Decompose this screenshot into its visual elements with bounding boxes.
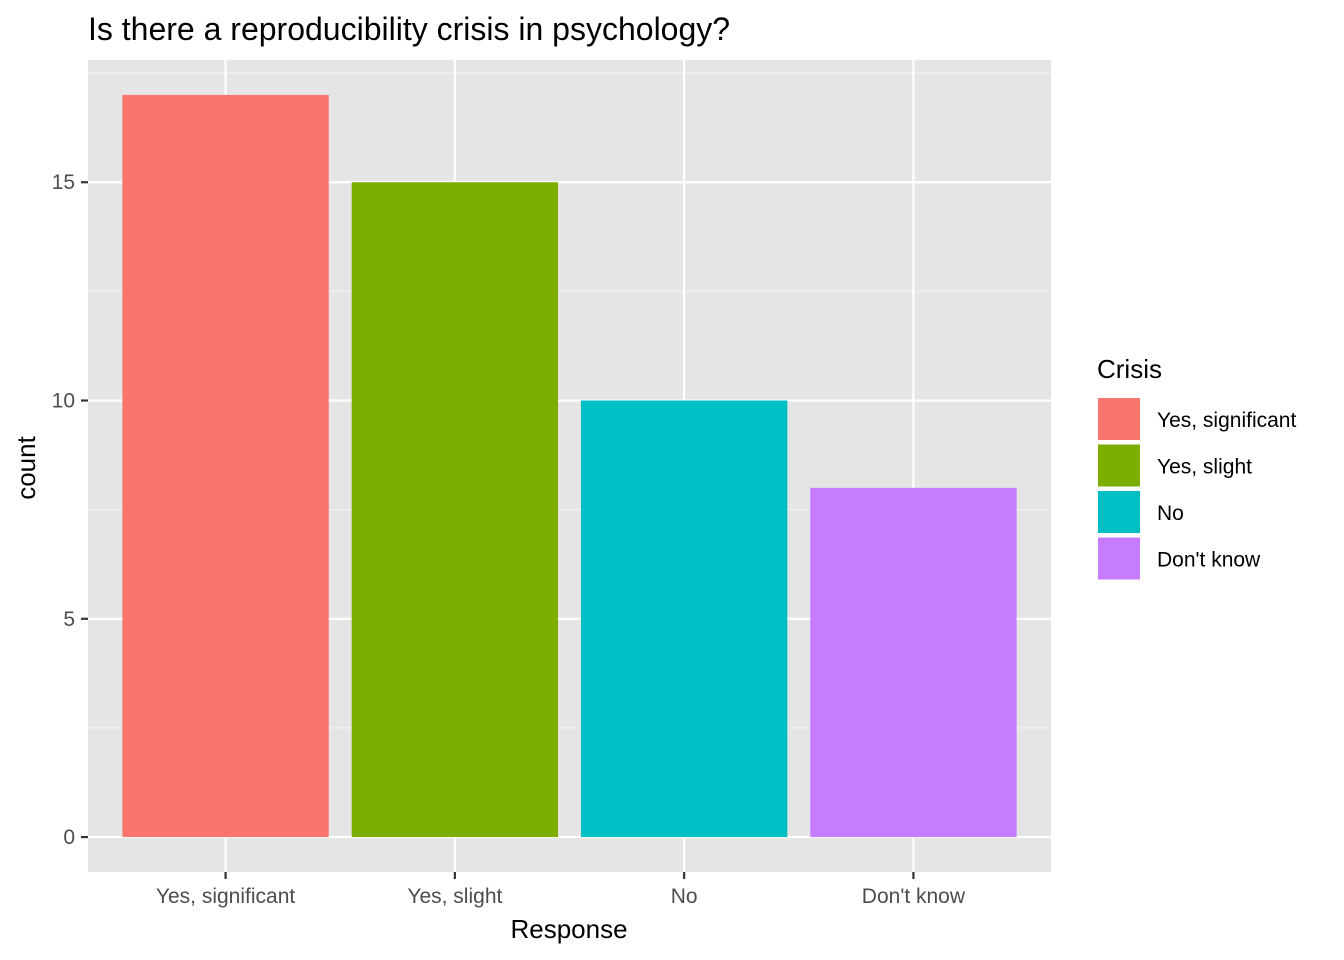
legend: Crisis Yes, significant Yes, slight No Don'… <box>1097 354 1296 580</box>
y-tick-label: 5 <box>63 608 75 631</box>
x-tick-label: Yes, slight <box>407 885 502 908</box>
x-tick-label: No <box>671 885 698 908</box>
bar <box>122 94 329 838</box>
legend-key <box>1098 398 1140 440</box>
y-tick-label: 0 <box>63 826 75 849</box>
x-axis-title: Response <box>510 914 627 944</box>
bars-group <box>122 94 1017 838</box>
legend-label: Don't know <box>1157 549 1261 572</box>
y-axis-title: count <box>11 435 41 499</box>
x-tick-label: Don't know <box>862 885 966 908</box>
x-axis: Yes, significant Yes, slight No Don't know <box>156 872 966 908</box>
legend-key <box>1098 491 1140 533</box>
legend-key <box>1098 444 1140 487</box>
x-tick-label: Yes, significant <box>156 885 295 908</box>
bar <box>810 487 1017 838</box>
bar <box>351 182 559 838</box>
legend-label: Yes, slight <box>1157 456 1252 479</box>
bar <box>580 400 788 838</box>
chart-title: Is there a reproducibility crisis in psy… <box>88 11 730 47</box>
y-tick-label: 15 <box>52 171 75 194</box>
legend-key <box>1098 537 1140 580</box>
y-axis: 0 5 10 15 <box>52 171 88 849</box>
y-tick-label: 10 <box>52 390 75 413</box>
legend-label: Yes, significant <box>1157 409 1296 432</box>
legend-label: No <box>1157 502 1184 525</box>
legend-title: Crisis <box>1097 354 1162 384</box>
